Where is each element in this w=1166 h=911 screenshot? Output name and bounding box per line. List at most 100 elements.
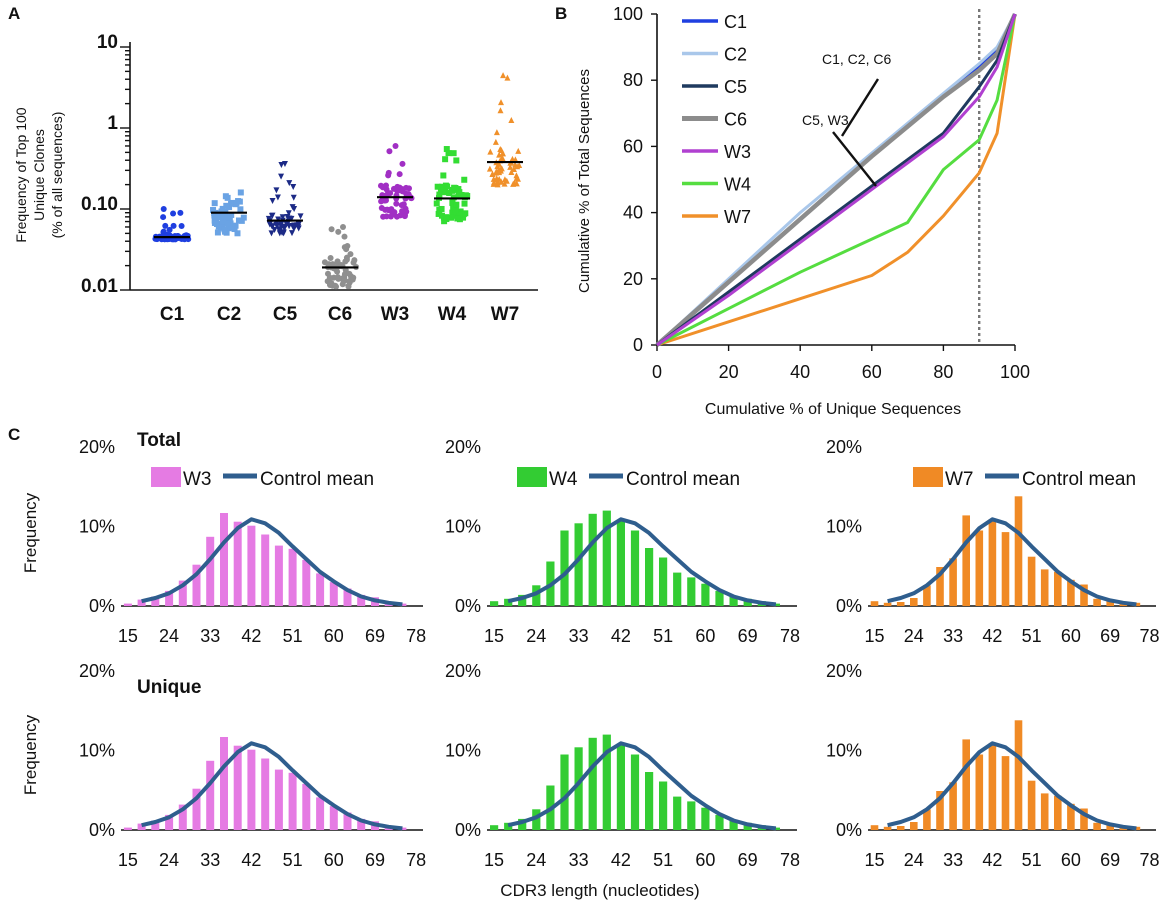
histogram-xtick: 78 [406, 850, 426, 870]
point-c2 [218, 208, 225, 215]
histogram-bar [936, 791, 944, 830]
histogram-xtick: 42 [611, 626, 631, 646]
point-c5 [269, 223, 276, 230]
histogram-xtick: 78 [406, 626, 426, 646]
legend-label-control-mean: Control mean [1022, 469, 1136, 490]
histogram-xtick: 60 [324, 626, 344, 646]
point-c5 [286, 180, 293, 187]
panel-b-xtick: 40 [790, 362, 810, 382]
panel-c-ylabel-bottom: Frequency [21, 714, 40, 795]
point-c1 [170, 222, 177, 229]
histogram-xtick: 33 [569, 626, 589, 646]
histogram-bar [220, 513, 228, 606]
histogram-bar [870, 601, 879, 606]
histogram-bar [192, 788, 201, 830]
histogram-bar [165, 814, 174, 830]
panel-letter-c: C [8, 425, 20, 444]
histogram-xtick: 15 [118, 626, 138, 646]
point-w4 [449, 200, 456, 207]
histogram-ytick: 10% [826, 741, 862, 761]
histogram-xtick: 15 [118, 850, 138, 870]
legend-label-c1: C1 [724, 12, 747, 32]
point-c1 [160, 206, 167, 212]
histogram-ytick: 10% [79, 741, 115, 761]
histogram-bar [274, 545, 283, 606]
histogram-bar [910, 822, 918, 830]
point-w4 [448, 214, 455, 221]
point-c5 [271, 226, 278, 233]
panel-a-ytick-1: 0.10 [81, 194, 118, 215]
histogram-xtick: 60 [324, 850, 344, 870]
panel-a-ylabel-line-1: Frequency of Top 100 [13, 107, 29, 242]
histogram-bar [220, 737, 228, 830]
histogram-xtick: 69 [1100, 626, 1120, 646]
point-w3 [389, 211, 396, 218]
point-c5 [278, 173, 285, 180]
series-line-c6 [655, 13, 1018, 347]
point-w3 [387, 190, 394, 197]
histogram-w3-unique: 0% 10% 20% 15 24 33 42 51 60 69 78 [79, 661, 426, 870]
point-w4 [449, 209, 456, 216]
point-w4 [454, 215, 461, 222]
histogram-bar [1106, 599, 1114, 606]
histogram-bar [302, 559, 311, 606]
histogram-xtick: 78 [1139, 626, 1159, 646]
point-w4 [461, 200, 468, 207]
histogram-bar [316, 797, 325, 830]
histogram-bar [883, 602, 892, 606]
point-w4 [452, 207, 459, 214]
histogram-ytick: 0% [455, 820, 481, 840]
panel-b-ytick: 60 [623, 136, 643, 156]
panel-a-category-label: W7 [491, 304, 520, 325]
point-c5 [281, 224, 288, 231]
point-w7 [501, 180, 508, 187]
point-c6 [350, 259, 357, 266]
histogram-xtick: 24 [904, 626, 924, 646]
point-c5 [290, 194, 297, 201]
histogram-bar [398, 827, 407, 830]
histogram-ytick: 0% [836, 820, 862, 840]
histogram-bar [988, 519, 997, 606]
histogram-xtick: 69 [365, 850, 385, 870]
histogram-bar [123, 827, 132, 830]
point-w4 [451, 184, 458, 191]
point-c2 [234, 230, 241, 237]
histogram-bar [659, 557, 668, 606]
panel-b-annotation-c5-w3: C5, W3 [802, 112, 849, 128]
histogram-bar [490, 601, 499, 606]
histogram-bar [962, 515, 970, 606]
point-w4 [460, 214, 467, 221]
panel-letter-b: B [555, 4, 567, 23]
point-c5 [274, 194, 281, 201]
histogram-bar [1014, 720, 1023, 830]
histogram-bar [975, 754, 984, 830]
histogram-bar [1001, 756, 1010, 830]
point-c2 [214, 221, 221, 228]
histogram-bar [673, 572, 682, 606]
histogram-ytick: 0% [836, 596, 862, 616]
histogram-bar [1027, 780, 1036, 830]
point-c5 [276, 230, 283, 237]
legend-label-w7: W7 [724, 207, 751, 227]
point-w3 [399, 160, 406, 167]
point-w4 [436, 191, 443, 198]
point-w3 [383, 182, 390, 189]
point-w4 [436, 206, 443, 213]
histogram-bar [923, 809, 931, 830]
histogram-xtick: 69 [738, 626, 758, 646]
point-c5 [291, 206, 298, 213]
control-mean-line [507, 517, 777, 607]
histogram-bar [687, 577, 696, 606]
legend-swatch-w3 [151, 467, 181, 487]
histogram-xtick: 15 [484, 626, 504, 646]
point-w4 [461, 194, 468, 201]
point-c6 [326, 280, 333, 287]
histogram-bar [560, 754, 569, 830]
point-w4 [462, 210, 469, 217]
series-line-c5 [656, 13, 1017, 347]
histogram-w3-total: 0% 10% 20% 15 24 33 42 51 60 69 78 W3 Control mean [79, 437, 426, 646]
histogram-xtick: 24 [904, 850, 924, 870]
point-w7 [499, 150, 506, 157]
point-w3 [392, 142, 399, 149]
histogram-ytick: 20% [445, 437, 481, 457]
